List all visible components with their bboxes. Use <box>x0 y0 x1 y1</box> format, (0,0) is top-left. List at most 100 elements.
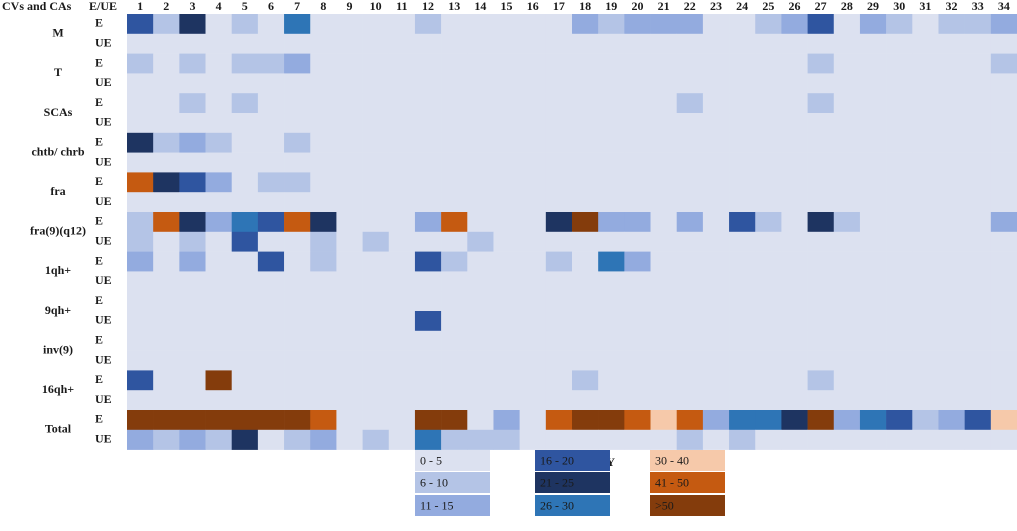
heat-cell <box>153 73 180 94</box>
heat-cell <box>755 370 782 391</box>
heat-cell <box>781 251 808 272</box>
heat-cell <box>519 350 547 371</box>
heat-cell <box>231 231 259 252</box>
heat-cell <box>676 33 704 54</box>
heat-cell <box>859 192 887 213</box>
heat-cell <box>441 132 468 153</box>
heat-cell <box>519 33 547 54</box>
heat-cell <box>231 192 259 213</box>
row-group-label: 1qh+ <box>45 263 71 277</box>
heat-cell <box>336 172 363 193</box>
heat-cell <box>833 172 861 193</box>
heat-cell <box>781 152 808 173</box>
heat-cell <box>284 291 311 312</box>
heat-cell <box>362 113 390 134</box>
heat-cell <box>493 14 520 35</box>
heat-cell <box>310 212 337 233</box>
heat-cell <box>284 152 311 173</box>
legend-swatch <box>650 472 725 493</box>
heat-cell <box>414 251 442 272</box>
heat-cell <box>624 231 651 252</box>
heat-cell <box>676 429 704 450</box>
heat-cell <box>650 291 678 312</box>
heat-cell <box>388 172 416 193</box>
column-label: 13 <box>448 0 460 13</box>
heat-cell <box>990 33 1017 54</box>
heat-cell <box>205 14 233 35</box>
heat-cell <box>729 33 756 54</box>
heat-cell <box>362 251 390 272</box>
heat-cell <box>414 390 442 411</box>
heat-cell <box>179 311 206 332</box>
heat-cell <box>807 113 835 134</box>
legend-swatch <box>650 495 725 516</box>
heat-cell <box>467 330 494 351</box>
heat-cell <box>179 370 206 391</box>
heat-cell <box>650 14 678 35</box>
heat-cell <box>964 53 992 74</box>
heat-cell <box>781 33 808 54</box>
heat-cell <box>990 330 1017 351</box>
heat-cell <box>650 73 678 94</box>
heat-cell <box>964 14 992 35</box>
heat-cell <box>545 152 573 173</box>
heat-cell <box>755 271 782 292</box>
heat-cell <box>205 390 233 411</box>
heat-cell <box>362 33 390 54</box>
heat-cell <box>362 152 390 173</box>
heat-cell <box>598 271 625 292</box>
heat-cell <box>676 172 704 193</box>
heat-cell <box>781 390 808 411</box>
heat-cell <box>127 251 154 272</box>
heat-cell <box>598 93 625 114</box>
heat-cell <box>284 73 311 94</box>
heat-cell <box>729 390 756 411</box>
heat-cell <box>362 410 390 431</box>
heat-cell <box>598 73 625 94</box>
heat-cell <box>702 410 730 431</box>
heat-cell <box>755 132 782 153</box>
heat-cell <box>310 251 337 272</box>
heat-cell <box>990 172 1017 193</box>
heat-cell <box>859 14 887 35</box>
column-label: 17 <box>553 0 565 13</box>
heat-cell <box>912 231 939 252</box>
heat-cell <box>388 93 416 114</box>
heat-cell <box>859 212 887 233</box>
heat-cell <box>781 113 808 134</box>
heat-cell <box>912 212 939 233</box>
heat-cell <box>938 251 965 272</box>
heat-cell <box>362 93 390 114</box>
heat-cell <box>284 311 311 332</box>
heat-cell <box>886 390 913 411</box>
heat-cell <box>807 350 835 371</box>
heat-cell <box>441 311 468 332</box>
heat-cell <box>467 410 494 431</box>
row-group-label: fra(9)(q12) <box>30 224 86 238</box>
heat-cell <box>729 132 756 153</box>
heat-cell <box>493 429 520 450</box>
heat-cell <box>729 212 756 233</box>
heat-cell <box>912 113 939 134</box>
heat-cell <box>990 53 1017 74</box>
heat-cell <box>388 73 416 94</box>
heat-cell <box>127 370 154 391</box>
heat-cell <box>441 429 468 450</box>
heat-cell <box>729 370 756 391</box>
heat-cell <box>912 152 939 173</box>
heat-cell <box>336 113 363 134</box>
row-type-label: UE <box>95 392 112 406</box>
heat-cell <box>624 53 651 74</box>
heat-cell <box>205 410 233 431</box>
heat-cell <box>807 73 835 94</box>
heat-cell <box>153 212 180 233</box>
heat-cell <box>179 152 206 173</box>
heat-cell <box>781 271 808 292</box>
heat-cell <box>519 73 547 94</box>
heat-cell <box>231 251 259 272</box>
heat-cell <box>912 73 939 94</box>
heat-cell <box>912 370 939 391</box>
heat-cell <box>676 410 704 431</box>
heat-cell <box>519 231 547 252</box>
heat-cell <box>964 152 992 173</box>
